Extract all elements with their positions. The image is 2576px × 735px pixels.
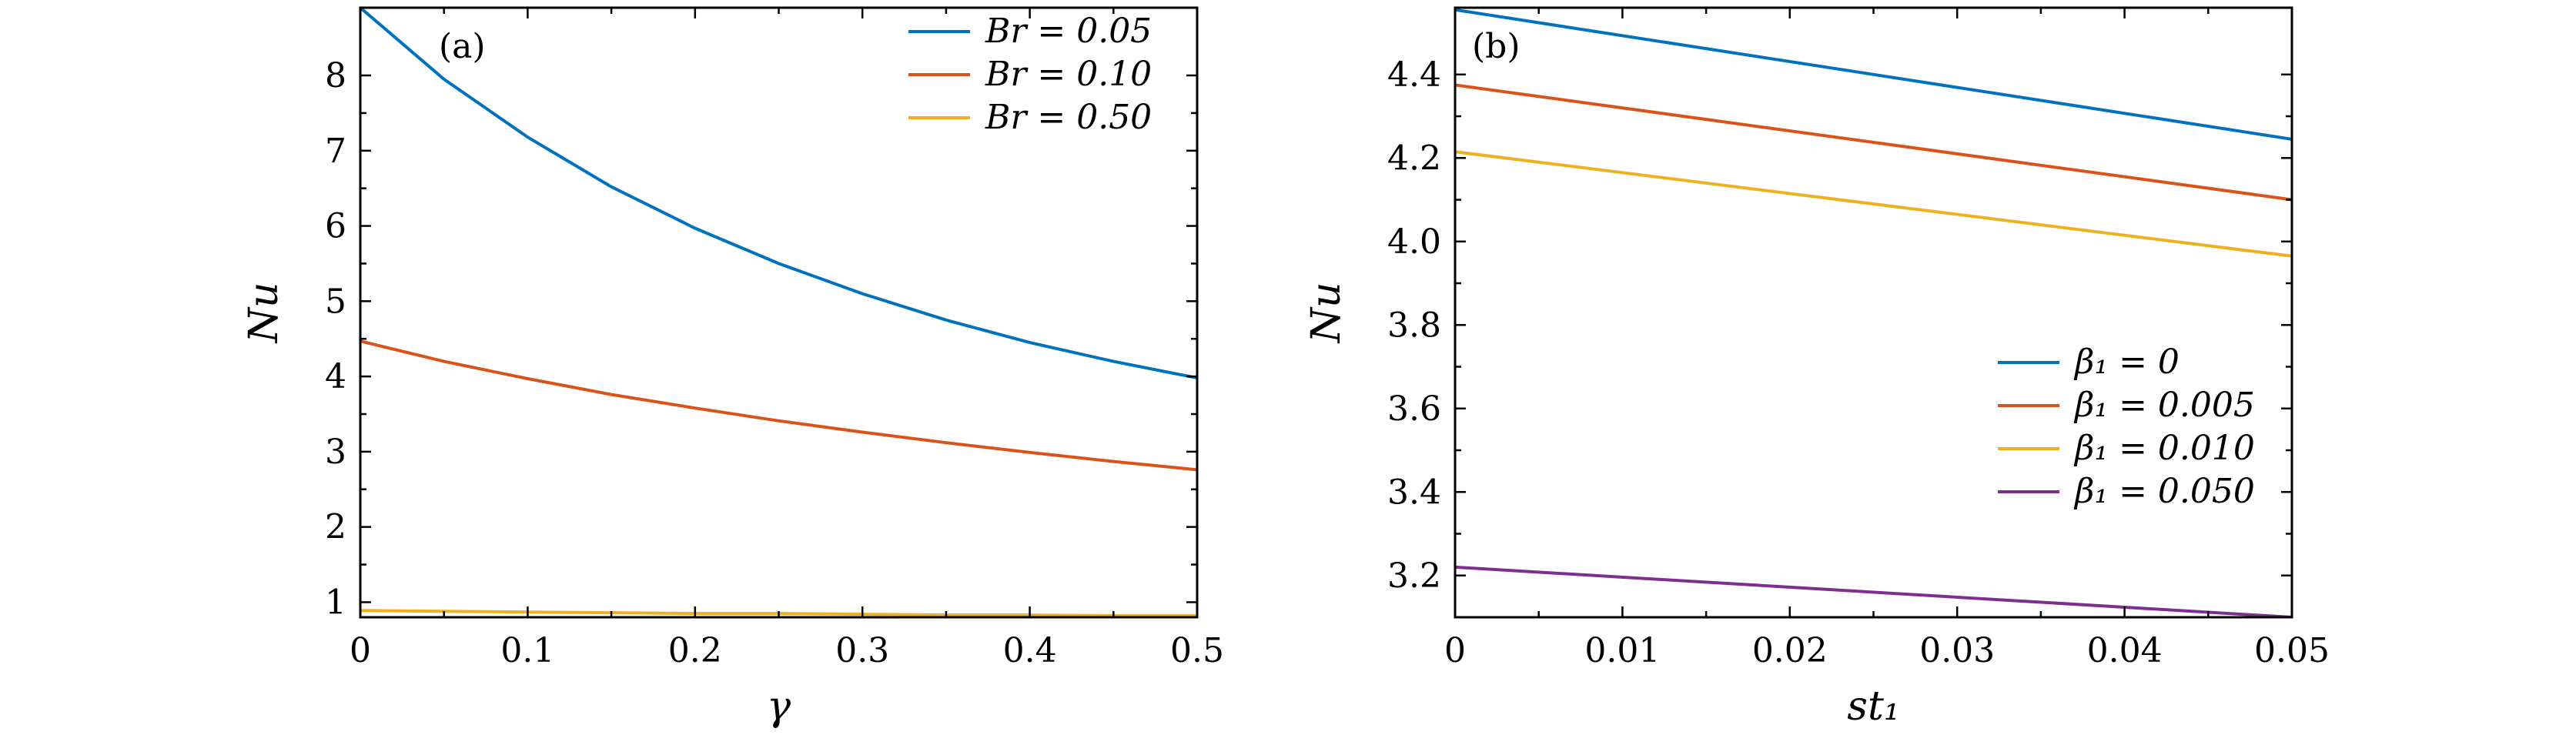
- panel-b-series-line-2: [1455, 83, 2292, 202]
- panel-a-legend-label: Br = 0.50: [985, 98, 1152, 137]
- panel-a-y-tick-label: 4: [325, 357, 346, 396]
- panel-b-legend-label: β₁ = 0.050: [2073, 472, 2255, 511]
- panel-a-x-tick-label: 0.5: [1170, 631, 1224, 670]
- panel-b-curves: [1455, 8, 2292, 617]
- panel-b-x-tick-label: 0.01: [1584, 631, 1660, 670]
- panel-b-series-line-1: [1455, 8, 2292, 141]
- panel-a-x-tick-label: 0.1: [500, 631, 554, 670]
- panel-a-y-tick-label: 7: [325, 132, 346, 171]
- panel-b-x-tick-label: 0: [1444, 631, 1466, 670]
- panel-b-x-tick-label: 0.05: [2254, 631, 2330, 670]
- panel-b-y-tick-label: 4.4: [1387, 55, 1441, 95]
- panel-a-series-line-1: [360, 8, 1197, 380]
- panel-a-y-axis-label: Nu: [241, 282, 287, 345]
- panel-b-y-tick-label: 3.6: [1387, 389, 1441, 429]
- panel-b-y-tick-label: 4.2: [1387, 139, 1441, 178]
- panel-b-y-tick-label: 3.8: [1387, 306, 1441, 345]
- panel-b-y-tick-label: 4.0: [1387, 222, 1441, 262]
- panel-a-x-tick-label: 0.2: [668, 631, 722, 670]
- panel-a-legend-label: Br = 0.10: [985, 55, 1152, 94]
- panel-b-x-tick-label: 0.03: [1919, 631, 1995, 670]
- panel-b-y-tick-label: 3.2: [1387, 556, 1441, 596]
- panel-a-legend: Br = 0.05 Br = 0.10 Br = 0.50: [908, 12, 1152, 137]
- panel-b: 0 0.01 0.02 0.03 0.04 0.05 3.2 3.4 3.6 3.8 4.0 4.2 4…: [1303, 6, 2330, 730]
- panel-b-legend-label: β₁ = 0.010: [2073, 429, 2255, 468]
- panel-a-y-tick-label: 6: [325, 207, 346, 246]
- panel-b-legend-label: β₁ = 0.005: [2073, 386, 2255, 425]
- panel-a-y-tick-label: 2: [325, 508, 346, 547]
- panel-b-legend: β₁ = 0 β₁ = 0.005 β₁ = 0.010 β₁ = 0.050: [1998, 342, 2255, 511]
- panel-b-y-axis-label: Nu: [1303, 282, 1350, 345]
- panel-a-y-tick-label: 5: [325, 282, 346, 321]
- panel-b-legend-label: β₁ = 0: [2073, 342, 2180, 382]
- panel-a-series-line-2: [360, 339, 1197, 472]
- panel-a-legend-label: Br = 0.05: [985, 12, 1152, 51]
- panel-b-x-tick-label: 0.04: [2087, 631, 2163, 670]
- panel-b-series-line-3: [1455, 150, 2292, 258]
- panel-b-x-tick-label: 0.02: [1752, 631, 1828, 670]
- panel-b-x-axis-label: st₁: [1847, 683, 1899, 730]
- panel-a-x-tick-label: 0.4: [1003, 631, 1057, 670]
- panel-b-panel-tag: (b): [1472, 27, 1521, 66]
- panel-b-plot-frame: [1454, 6, 2293, 619]
- panel-a-y-tick-label: 1: [325, 583, 346, 622]
- panel-b-y-tick-label: 3.4: [1387, 473, 1441, 512]
- panel-a-y-tick-label: 8: [325, 56, 346, 95]
- panel-a-x-axis-label: γ: [767, 683, 791, 730]
- panel-a-y-tick-label: 3: [325, 433, 346, 472]
- panel-b-series-line-4: [1455, 565, 2292, 617]
- panel-a-panel-tag: (a): [439, 27, 486, 66]
- panel-a-x-tick-label: 0.3: [835, 631, 889, 670]
- panel-a-x-tick-label: 0: [350, 631, 371, 670]
